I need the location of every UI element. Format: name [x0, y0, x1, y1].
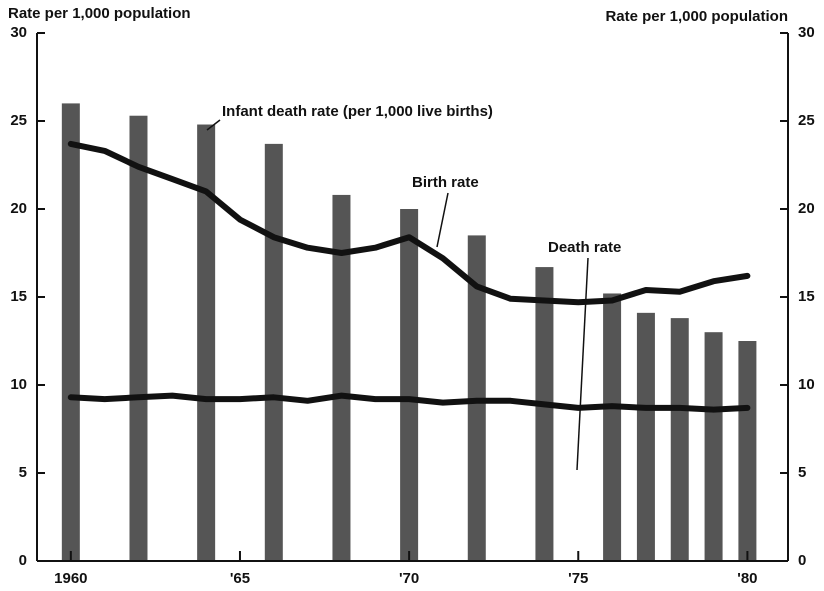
bar	[670, 318, 689, 561]
bar	[197, 124, 216, 562]
y-tick-label: 0	[19, 552, 27, 569]
annotation: Birth rate	[412, 174, 479, 191]
bar	[264, 143, 283, 561]
y2-tick-label: 15	[798, 288, 815, 305]
y2-tick-label: 10	[798, 376, 815, 393]
x-tick-label: '65	[230, 570, 250, 587]
x-tick-label: '70	[399, 570, 419, 587]
annotation-leader	[436, 192, 449, 248]
y-tick-label: 5	[19, 464, 27, 481]
x-tick-label: '80	[737, 570, 757, 587]
annotation-leader	[206, 119, 221, 131]
y-tick-label: 15	[10, 288, 27, 305]
line	[67, 140, 751, 306]
y-tick-label: 30	[10, 24, 27, 41]
y-tick-label: 10	[10, 376, 27, 393]
y2-tick-label: 0	[798, 552, 806, 569]
x-tick-label: 1960	[54, 570, 87, 587]
bar	[603, 293, 622, 561]
bar	[400, 209, 419, 561]
y-tick-label: 20	[10, 200, 27, 217]
y2-tick-label: 5	[798, 464, 806, 481]
bar	[704, 332, 723, 561]
y2-axis-label: Rate per 1,000 population	[605, 8, 788, 25]
bar	[61, 103, 80, 562]
bar	[738, 341, 757, 561]
bar	[332, 194, 351, 562]
x-tick-label: '75	[568, 570, 588, 587]
line	[67, 392, 751, 413]
annotation: Death rate	[548, 239, 621, 256]
bar	[535, 267, 554, 561]
bar	[636, 312, 655, 561]
annotation: Infant death rate (per 1,000 live births…	[222, 103, 493, 120]
y-axis-label: Rate per 1,000 population	[8, 5, 191, 22]
bar	[129, 115, 148, 561]
y2-tick-label: 25	[798, 112, 815, 129]
y-tick-label: 25	[10, 112, 27, 129]
y2-tick-label: 30	[798, 24, 815, 41]
y2-tick-label: 20	[798, 200, 815, 217]
annotation-leader	[576, 257, 589, 471]
